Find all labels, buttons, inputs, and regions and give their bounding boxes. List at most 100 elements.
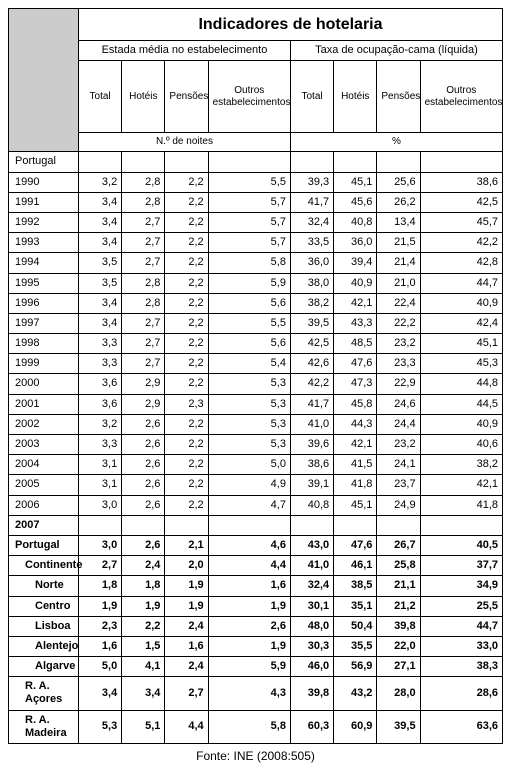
col-pensoes-2: Pensões xyxy=(377,61,420,133)
cell-value: 3,4 xyxy=(78,192,121,212)
cell-value: 1,9 xyxy=(78,596,121,616)
cell-value xyxy=(377,152,420,172)
cell-value: 2,2 xyxy=(165,172,208,192)
cell-value: 43,2 xyxy=(334,677,377,710)
cell-value: 2,4 xyxy=(165,616,208,636)
cell-value: 4,6 xyxy=(208,535,290,555)
row-label: Alentejo xyxy=(9,636,79,656)
col-pensoes-1: Pensões xyxy=(165,61,208,133)
cell-value: 5,3 xyxy=(208,374,290,394)
cell-value: 33,0 xyxy=(420,636,502,656)
cell-value: 2,2 xyxy=(165,495,208,515)
cell-value: 2,6 xyxy=(122,535,165,555)
table-row: 19903,22,82,25,539,345,125,638,6 xyxy=(9,172,503,192)
cell-value: 60,3 xyxy=(290,710,333,743)
cell-value: 39,8 xyxy=(290,677,333,710)
cell-value xyxy=(377,515,420,535)
cell-value: 42,2 xyxy=(290,374,333,394)
cell-value: 38,6 xyxy=(420,172,502,192)
cell-value: 2,4 xyxy=(122,556,165,576)
cell-value: 2,2 xyxy=(165,192,208,212)
table-row: Lisboa2,32,22,42,648,050,439,844,7 xyxy=(9,616,503,636)
cell-value: 40,9 xyxy=(420,414,502,434)
cell-value: 41,0 xyxy=(290,414,333,434)
cell-value: 34,9 xyxy=(420,576,502,596)
cell-value: 25,6 xyxy=(377,172,420,192)
row-label: R. A. Açores xyxy=(9,677,79,710)
cell-value: 2,2 xyxy=(165,414,208,434)
cell-value: 56,9 xyxy=(334,657,377,677)
cell-value: 2,8 xyxy=(122,192,165,212)
cell-value: 22,9 xyxy=(377,374,420,394)
cell-value: 5,4 xyxy=(208,354,290,374)
row-label: 1991 xyxy=(9,192,79,212)
cell-value xyxy=(208,152,290,172)
cell-value xyxy=(208,515,290,535)
cell-value: 2,9 xyxy=(122,374,165,394)
cell-value: 28,0 xyxy=(377,677,420,710)
cell-value: 44,7 xyxy=(420,273,502,293)
cell-value: 2,3 xyxy=(165,394,208,414)
row-label: 1992 xyxy=(9,212,79,232)
cell-value: 3,5 xyxy=(78,253,121,273)
cell-value xyxy=(78,515,121,535)
table-row: Portugal xyxy=(9,152,503,172)
cell-value: 44,8 xyxy=(420,374,502,394)
cell-value: 39,1 xyxy=(290,475,333,495)
cell-value: 23,2 xyxy=(377,435,420,455)
cell-value: 3,4 xyxy=(122,677,165,710)
cell-value: 39,5 xyxy=(290,313,333,333)
col-hoteis-2: Hotéis xyxy=(334,61,377,133)
unit-pct: % xyxy=(290,133,502,152)
table-title: Indicadores de hotelaria xyxy=(78,9,502,41)
cell-value xyxy=(122,515,165,535)
row-label: Portugal xyxy=(9,152,79,172)
cell-value: 2,2 xyxy=(165,455,208,475)
cell-value: 39,8 xyxy=(377,616,420,636)
cell-value: 3,3 xyxy=(78,354,121,374)
cell-value: 38,0 xyxy=(290,273,333,293)
cell-value: 35,5 xyxy=(334,636,377,656)
cell-value: 2,7 xyxy=(122,313,165,333)
cell-value: 2,2 xyxy=(165,273,208,293)
cell-value: 2,2 xyxy=(165,435,208,455)
table-row: Continente2,72,42,04,441,046,125,837,7 xyxy=(9,556,503,576)
cell-value: 42,1 xyxy=(334,435,377,455)
cell-value: 44,5 xyxy=(420,394,502,414)
cell-value: 21,4 xyxy=(377,253,420,273)
cell-value: 5,7 xyxy=(208,233,290,253)
cell-value: 3,3 xyxy=(78,435,121,455)
row-label: 1990 xyxy=(9,172,79,192)
cell-value: 30,3 xyxy=(290,636,333,656)
cell-value: 44,3 xyxy=(334,414,377,434)
cell-value: 1,9 xyxy=(122,596,165,616)
cell-value: 2,7 xyxy=(165,677,208,710)
cell-value: 2,7 xyxy=(122,253,165,273)
cell-value: 5,5 xyxy=(208,313,290,333)
cell-value: 21,0 xyxy=(377,273,420,293)
row-label: 1999 xyxy=(9,354,79,374)
cell-value: 4,4 xyxy=(208,556,290,576)
cell-value: 25,8 xyxy=(377,556,420,576)
cell-value: 41,8 xyxy=(334,475,377,495)
cell-value xyxy=(420,515,502,535)
cell-value: 2,3 xyxy=(78,616,121,636)
cell-value xyxy=(122,152,165,172)
cell-value: 45,1 xyxy=(334,495,377,515)
cell-value: 38,6 xyxy=(290,455,333,475)
cell-value: 5,8 xyxy=(208,253,290,273)
row-label: Continente xyxy=(9,556,79,576)
cell-value: 26,7 xyxy=(377,535,420,555)
unit-noites: N.º de noites xyxy=(78,133,290,152)
cell-value: 40,6 xyxy=(420,435,502,455)
cell-value: 46,0 xyxy=(290,657,333,677)
cell-value xyxy=(420,152,502,172)
cell-value: 5,7 xyxy=(208,192,290,212)
cell-value: 39,3 xyxy=(290,172,333,192)
row-label: 1995 xyxy=(9,273,79,293)
cell-value: 1,6 xyxy=(165,636,208,656)
cell-value: 2,2 xyxy=(165,253,208,273)
cell-value: 2,1 xyxy=(165,535,208,555)
cell-value: 41,0 xyxy=(290,556,333,576)
table-row: 19943,52,72,25,836,039,421,442,8 xyxy=(9,253,503,273)
